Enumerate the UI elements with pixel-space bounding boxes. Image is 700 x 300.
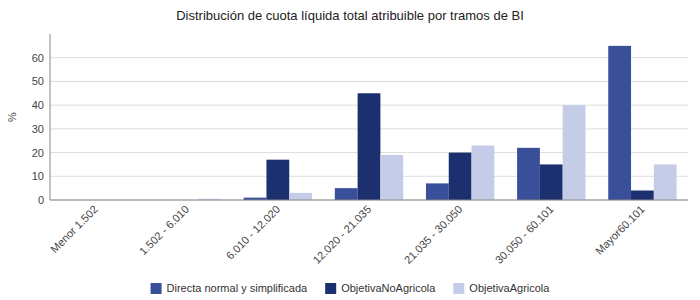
bar	[517, 148, 540, 200]
bar	[358, 93, 381, 200]
y-axis-label: %	[6, 112, 18, 122]
grid-line	[50, 57, 688, 58]
y-tick-label: 50	[32, 75, 44, 87]
bar	[472, 145, 495, 200]
legend-swatch	[453, 283, 464, 294]
x-tick-label: Menor 1.502	[48, 203, 100, 255]
legend-item: Directa normal y simplificada	[151, 282, 308, 294]
bar	[563, 105, 586, 200]
y-tick-label: 10	[32, 170, 44, 182]
legend: Directa normal y simplificada ObjetivaNoA…	[151, 282, 551, 294]
bar	[654, 164, 677, 200]
y-tick-label: 20	[32, 147, 44, 159]
bar	[335, 188, 358, 200]
x-tick-label: 12.020 - 21.035	[310, 203, 373, 266]
bar	[426, 183, 449, 200]
y-tick-label: 30	[32, 123, 44, 135]
title: Distribución de cuota líquida total atri…	[176, 8, 524, 23]
bar	[540, 164, 563, 200]
x-tick-label: 1.502 - 6.010	[137, 203, 191, 257]
legend-label: Directa normal y simplificada	[167, 282, 308, 294]
grid	[50, 58, 688, 200]
x-tick-label: 6.010 - 12.020	[224, 203, 283, 262]
legend-swatch	[151, 283, 162, 294]
x-axis-line	[50, 200, 688, 201]
legend-label: ObjetivaAgricola	[469, 282, 550, 294]
bar	[380, 155, 403, 200]
bar	[449, 153, 472, 200]
bar	[289, 193, 312, 200]
chart: Distribución de cuota líquida total atri…	[0, 0, 700, 300]
x-tick-label: Mayor60.101	[593, 203, 647, 257]
legend-item: ObjetivaNoAgricola	[325, 282, 436, 294]
bar	[631, 191, 654, 200]
grid-line	[50, 200, 688, 201]
y-tick-label: 40	[32, 99, 44, 111]
x-tick-label: 30.050 - 60.101	[493, 203, 556, 266]
legend-label: ObjetivaNoAgricola	[341, 282, 436, 294]
legend-swatch	[325, 283, 336, 294]
bar	[608, 46, 631, 200]
bar	[266, 160, 289, 200]
bars	[198, 46, 676, 200]
x-tick-label: 21.035 - 30.050	[402, 203, 465, 266]
y-tick-label: 0	[38, 194, 44, 206]
grid-line	[50, 81, 688, 82]
y-tick-label: 60	[32, 52, 44, 64]
legend-item: ObjetivaAgricola	[453, 282, 550, 294]
y-axis-line	[50, 34, 51, 200]
